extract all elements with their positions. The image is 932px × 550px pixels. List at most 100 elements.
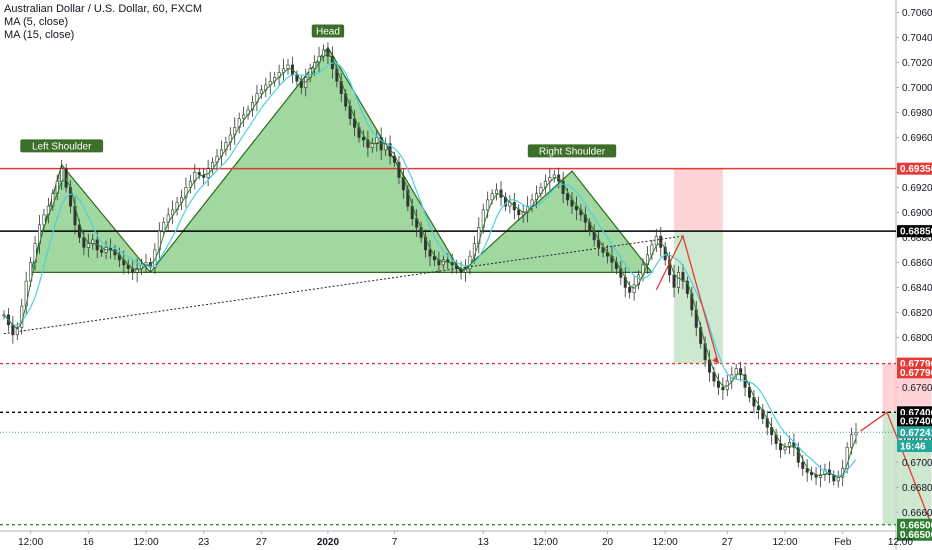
pattern-label-bg xyxy=(311,24,345,38)
candle-body xyxy=(242,114,246,119)
pattern-label-text: Head xyxy=(316,26,340,37)
candle-body xyxy=(86,243,90,248)
price-tag-bg xyxy=(897,440,932,453)
pattern-label: Left Shoulder xyxy=(20,139,104,153)
candle-body xyxy=(721,387,725,391)
time-axis-label: 16 xyxy=(83,537,95,548)
symbol-title[interactable]: Australian Dollar / U.S. Dollar, 60, FXC… xyxy=(4,3,203,15)
candle-body xyxy=(739,368,743,376)
price-tag-bg xyxy=(897,225,932,238)
candle-body xyxy=(845,446,849,469)
candle-body xyxy=(779,443,783,451)
candle-body xyxy=(548,177,552,182)
time-axis-label: 27 xyxy=(256,537,268,548)
candle-body xyxy=(805,468,809,473)
candle-body xyxy=(672,274,676,288)
price-tag-bg xyxy=(897,366,932,379)
candle-body xyxy=(601,247,605,253)
candle-body xyxy=(628,287,632,293)
candle-body xyxy=(42,214,46,226)
ma5-indicator-label[interactable]: MA (5, close) xyxy=(4,16,69,28)
candle-body xyxy=(144,262,148,266)
pattern-triangle xyxy=(459,170,654,273)
candle-body xyxy=(60,168,64,182)
candle-body xyxy=(100,249,104,253)
candle-body xyxy=(685,280,689,294)
candle-body xyxy=(64,168,68,188)
ma5-line xyxy=(3,53,857,479)
candle-body xyxy=(712,372,716,382)
candle-body xyxy=(299,80,303,88)
candle-body xyxy=(654,235,658,246)
candle-body xyxy=(286,64,290,70)
price-tag-bg xyxy=(897,426,932,439)
candle-body xyxy=(162,222,166,232)
candle-body xyxy=(428,249,432,257)
candle-body xyxy=(11,324,15,336)
candle-body xyxy=(610,255,614,263)
ma15-line xyxy=(3,62,857,477)
candle-body xyxy=(197,172,201,176)
pattern-label-bg xyxy=(527,144,617,158)
candle-body xyxy=(15,327,19,336)
price-tag-bg xyxy=(897,518,932,531)
pattern-label: Right Shoulder xyxy=(527,144,617,158)
candle-body xyxy=(375,137,379,144)
candle-body xyxy=(366,139,370,148)
candle-body xyxy=(188,180,192,188)
price-tag: 16:46 xyxy=(897,440,932,453)
candle-body xyxy=(432,255,436,261)
candle-body xyxy=(463,268,467,273)
time-axis-label: 12:00 xyxy=(772,537,797,548)
candle-body xyxy=(801,461,805,469)
time-axis-label: 12:00 xyxy=(888,537,913,548)
time-axis-label: 12:00 xyxy=(18,537,43,548)
time-axis-label: 12:00 xyxy=(653,537,678,548)
candle-body xyxy=(370,143,374,148)
candle-body xyxy=(787,441,791,448)
time-axis-label: 12:00 xyxy=(533,537,558,548)
candle-body xyxy=(441,259,445,266)
candle-body xyxy=(77,224,81,238)
time-axis-label: 23 xyxy=(198,537,210,548)
price-tag-label: 16:46 xyxy=(900,442,926,453)
chart-legend: Australian Dollar / U.S. Dollar, 60, FXC… xyxy=(4,3,202,42)
pattern-label-text: Left Shoulder xyxy=(32,141,92,152)
candle-body xyxy=(676,272,680,288)
time-axis-label: 20 xyxy=(602,537,614,548)
projection-path xyxy=(860,411,932,525)
ma15-indicator-label[interactable]: MA (15, close) xyxy=(4,29,75,41)
candle-body xyxy=(552,174,556,178)
candle-body xyxy=(783,446,787,451)
candle-body xyxy=(486,199,490,211)
time-axis-label: 2020 xyxy=(317,537,340,548)
candle-body xyxy=(517,209,521,216)
candle-body xyxy=(637,274,641,286)
candle-body xyxy=(326,49,330,57)
pattern-triangle xyxy=(29,163,152,273)
time-axis-label: 27 xyxy=(722,537,734,548)
